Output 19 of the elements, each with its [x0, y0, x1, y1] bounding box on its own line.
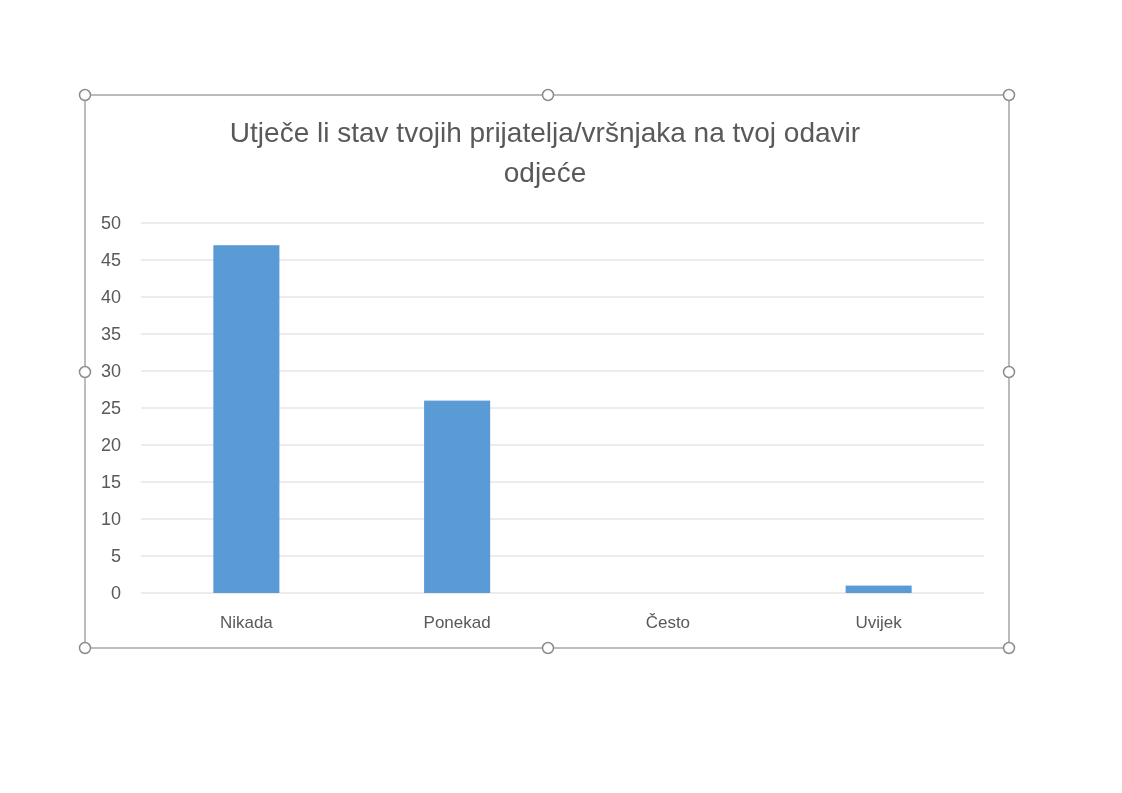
y-tick-label: 35: [100, 324, 121, 345]
y-tick-label: 45: [100, 250, 121, 271]
bar: [845, 585, 912, 593]
x-tick-label: Uvijek: [855, 613, 903, 632]
bar: [424, 400, 491, 593]
y-tick-label: 25: [100, 398, 121, 419]
y-tick-label: 15: [100, 472, 121, 493]
x-tick-label: Nikada: [219, 613, 274, 632]
x-tick-label: Ponekad: [423, 613, 491, 632]
y-tick-label: 10: [100, 509, 121, 530]
y-tick-label: 20: [100, 435, 121, 456]
bar: [213, 245, 280, 593]
x-tick-label: Često: [645, 613, 691, 632]
y-tick-label: 30: [100, 361, 121, 382]
y-tick-label: 40: [100, 287, 121, 308]
chart-title: Utječe li stav tvojih prijatelja/vršnjaka na tvoj odavir odjeće: [229, 117, 861, 188]
y-tick-label: 50: [100, 213, 121, 234]
y-tick-label: 5: [110, 546, 121, 567]
y-tick-label: 0: [110, 583, 121, 604]
